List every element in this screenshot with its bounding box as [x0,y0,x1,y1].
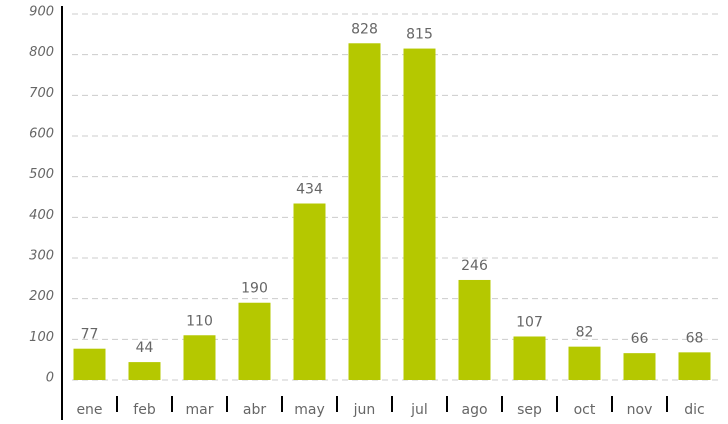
bar [458,279,491,380]
value-label: 246 [461,258,488,274]
x-tick-label: mar [186,402,214,418]
y-tick-label: 400 [29,208,54,223]
x-tick-label: abr [243,402,266,418]
bar [183,335,216,380]
y-tick-label: 300 [29,249,54,264]
y-tick-label: 200 [29,289,54,304]
value-label: 828 [351,21,378,37]
value-label: 44 [136,340,154,356]
x-tick-label: sep [517,402,542,418]
x-tick-label: oct [574,402,596,418]
x-tick-label: nov [627,402,653,418]
bar [73,348,106,380]
value-label: 190 [241,281,268,297]
bar [238,302,271,380]
bar [403,48,436,381]
bar [513,336,546,380]
y-tick-label: 800 [29,45,54,60]
y-tick-label: 0 [46,371,54,386]
y-tick-label: 900 [29,5,54,20]
value-label: 77 [81,327,99,343]
x-tick-label: may [294,402,325,418]
y-tick-label: 600 [29,127,54,142]
y-tick-label: 700 [29,86,54,101]
y-tick-label: 500 [29,167,54,182]
value-label: 110 [186,313,213,329]
x-tick-label: jun [353,402,376,418]
bar [623,353,656,380]
value-label: 68 [686,330,704,346]
x-tick-label: feb [133,402,156,418]
x-tick-label: ene [76,402,102,418]
value-label: 66 [631,331,649,347]
bar [128,362,161,380]
x-tick-label: ago [461,402,487,418]
value-label: 815 [406,27,433,43]
x-tick-label: dic [684,402,704,418]
value-label: 434 [296,182,323,198]
bar [568,346,601,380]
y-tick-label: 100 [29,330,54,345]
value-label: 107 [516,314,543,330]
x-tick-label: jul [410,402,428,418]
bar [348,43,381,380]
bar [678,352,711,380]
value-label: 82 [576,325,594,341]
bar [293,203,326,380]
